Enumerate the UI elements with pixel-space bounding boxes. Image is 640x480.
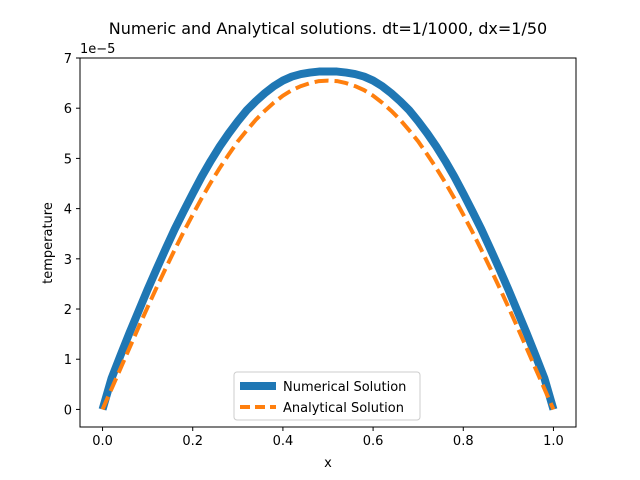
y-tick-label: 3 — [64, 253, 72, 268]
legend-label-2: Analytical Solution — [283, 401, 404, 416]
x-tick-label: 0.4 — [273, 434, 294, 449]
y-tick-label: 6 — [64, 102, 72, 117]
axes-frame — [79, 57, 577, 428]
x-tick-label: 0.8 — [453, 434, 474, 449]
y-tick-label: 2 — [64, 303, 72, 318]
x-tick-label: 0.6 — [363, 434, 384, 449]
y-axis-offset-text: 1e−5 — [80, 42, 115, 57]
chart-title: Numeric and Analytical solutions. dt=1/1… — [109, 19, 547, 38]
y-axis-label: temperature — [41, 202, 56, 284]
x-axis-label: x — [324, 456, 332, 471]
y-tick-label: 0 — [64, 403, 72, 418]
series-line-2 — [100, 78, 556, 411]
y-axis-ticks: 0 1 2 3 4 5 6 7 — [64, 52, 80, 418]
legend-label-1: Numerical Solution — [283, 380, 406, 395]
legend-box — [233, 371, 421, 421]
series-line-1 — [98, 67, 558, 411]
y-tick-label: 5 — [64, 152, 72, 167]
legend: Numerical Solution Analytical Solution — [233, 371, 421, 421]
plot-lines — [98, 67, 558, 411]
x-tick-label: 1.0 — [543, 434, 564, 449]
y-tick-label: 7 — [64, 52, 72, 67]
y-tick-label: 1 — [64, 353, 72, 368]
x-axis-ticks: 0.0 0.2 0.4 0.6 0.8 1.0 — [92, 427, 564, 449]
x-tick-label: 0.2 — [182, 434, 203, 449]
y-tick-label: 4 — [64, 203, 72, 218]
x-tick-label: 0.0 — [92, 434, 113, 449]
